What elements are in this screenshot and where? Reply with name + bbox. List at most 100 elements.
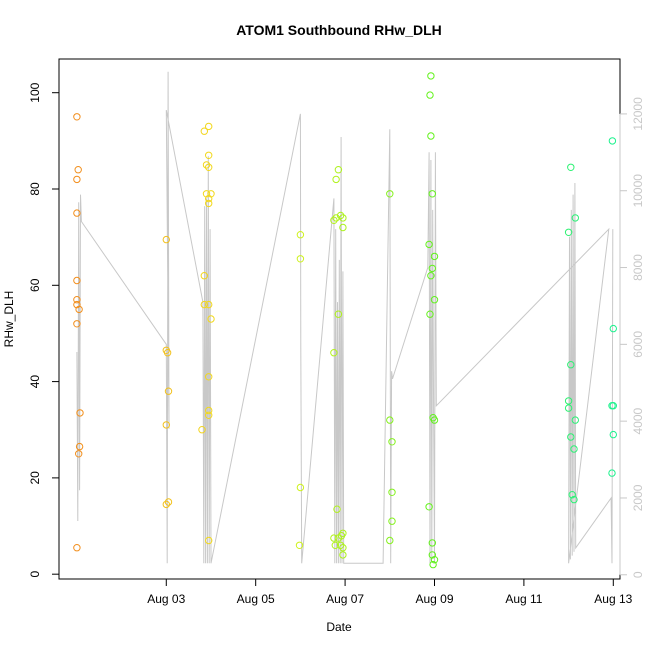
chart-title: ATOM1 Southbound RHw_DLH xyxy=(236,22,442,38)
y2-tick-label: 0 xyxy=(631,571,645,578)
data-point xyxy=(331,541,339,549)
y2-tick-label: 6000 xyxy=(631,331,645,358)
data-point xyxy=(430,252,439,261)
data-point xyxy=(336,211,345,220)
y-tick-label: 100 xyxy=(28,82,42,102)
data-point xyxy=(73,113,81,121)
data-point xyxy=(339,544,347,552)
data-point xyxy=(608,137,617,145)
y2-tick-label: 8000 xyxy=(631,254,645,281)
data-point xyxy=(75,305,83,314)
data-point xyxy=(386,536,394,545)
data-point xyxy=(426,310,434,318)
data-point xyxy=(74,166,82,174)
data-point xyxy=(428,190,436,198)
data-point xyxy=(571,214,579,222)
data-point xyxy=(164,498,173,506)
data-point xyxy=(564,228,573,237)
data-point xyxy=(296,231,305,239)
data-point xyxy=(75,450,83,458)
x-tick-label: Aug 13 xyxy=(594,592,632,606)
y-axis: 0 20 40 60 80 100 xyxy=(28,82,60,578)
data-point xyxy=(207,315,215,323)
data-point xyxy=(202,161,211,169)
data-point xyxy=(205,406,213,415)
data-point xyxy=(205,163,213,172)
data-point xyxy=(162,500,171,509)
data-point xyxy=(73,300,81,309)
data-point xyxy=(430,296,439,304)
scatter-series xyxy=(73,72,617,569)
line-series xyxy=(76,71,614,564)
data-point xyxy=(205,411,213,419)
data-point xyxy=(333,505,341,513)
data-point xyxy=(198,426,206,434)
data-point xyxy=(295,541,304,549)
y2-tick-label: 12000 xyxy=(631,97,645,131)
data-point xyxy=(164,387,173,395)
data-point xyxy=(200,300,209,309)
y2-tick-label: 4000 xyxy=(631,407,645,434)
data-point xyxy=(205,536,213,545)
data-point xyxy=(609,402,617,410)
x-tick-label: Aug 11 xyxy=(505,592,542,606)
data-point xyxy=(567,361,575,369)
data-point xyxy=(205,151,213,160)
data-point xyxy=(388,488,396,496)
data-point xyxy=(205,199,213,208)
data-point xyxy=(207,190,215,198)
y-tick-label: 40 xyxy=(28,375,42,389)
data-point xyxy=(570,445,578,453)
data-point xyxy=(73,296,81,304)
data-point xyxy=(567,433,575,441)
data-point xyxy=(205,122,213,131)
y-tick-label: 0 xyxy=(28,571,42,578)
data-point xyxy=(296,255,305,263)
data-point xyxy=(426,91,434,99)
data-point xyxy=(609,324,617,333)
data-point xyxy=(332,175,340,184)
data-point xyxy=(73,544,81,552)
series-line xyxy=(76,71,614,564)
data-point xyxy=(73,209,81,217)
data-point xyxy=(429,560,437,569)
x-axis-label: Date xyxy=(326,620,352,634)
data-point xyxy=(386,416,394,424)
data-point xyxy=(570,495,578,504)
data-point xyxy=(200,272,209,280)
data-point xyxy=(430,556,439,564)
data-point xyxy=(386,190,394,198)
data-point xyxy=(388,438,396,446)
data-point xyxy=(425,503,433,511)
data-point xyxy=(609,430,617,439)
data-point xyxy=(296,483,305,492)
data-point xyxy=(430,416,439,424)
y-tick-label: 20 xyxy=(28,471,42,485)
data-point xyxy=(339,223,347,232)
data-point xyxy=(428,264,436,273)
data-point xyxy=(427,272,435,280)
data-point xyxy=(564,404,573,412)
data-point xyxy=(330,534,338,542)
data-point xyxy=(205,373,213,381)
data-point xyxy=(428,539,436,547)
data-point xyxy=(388,517,396,525)
data-point xyxy=(336,541,345,549)
data-point xyxy=(73,276,81,285)
data-point xyxy=(568,491,576,499)
y-tick-label: 80 xyxy=(28,182,42,196)
y2-tick-label: 2000 xyxy=(631,484,645,511)
data-point xyxy=(571,416,579,424)
data-point xyxy=(202,190,211,198)
data-point xyxy=(163,349,172,357)
data-point xyxy=(339,529,347,537)
data-point xyxy=(330,216,338,225)
x-tick-label: Aug 05 xyxy=(237,592,275,606)
data-point xyxy=(428,551,436,559)
data-point xyxy=(75,442,84,451)
data-point xyxy=(162,421,171,429)
data-point xyxy=(608,469,616,477)
data-point xyxy=(334,166,343,174)
data-point xyxy=(162,235,171,244)
data-point xyxy=(425,240,433,249)
